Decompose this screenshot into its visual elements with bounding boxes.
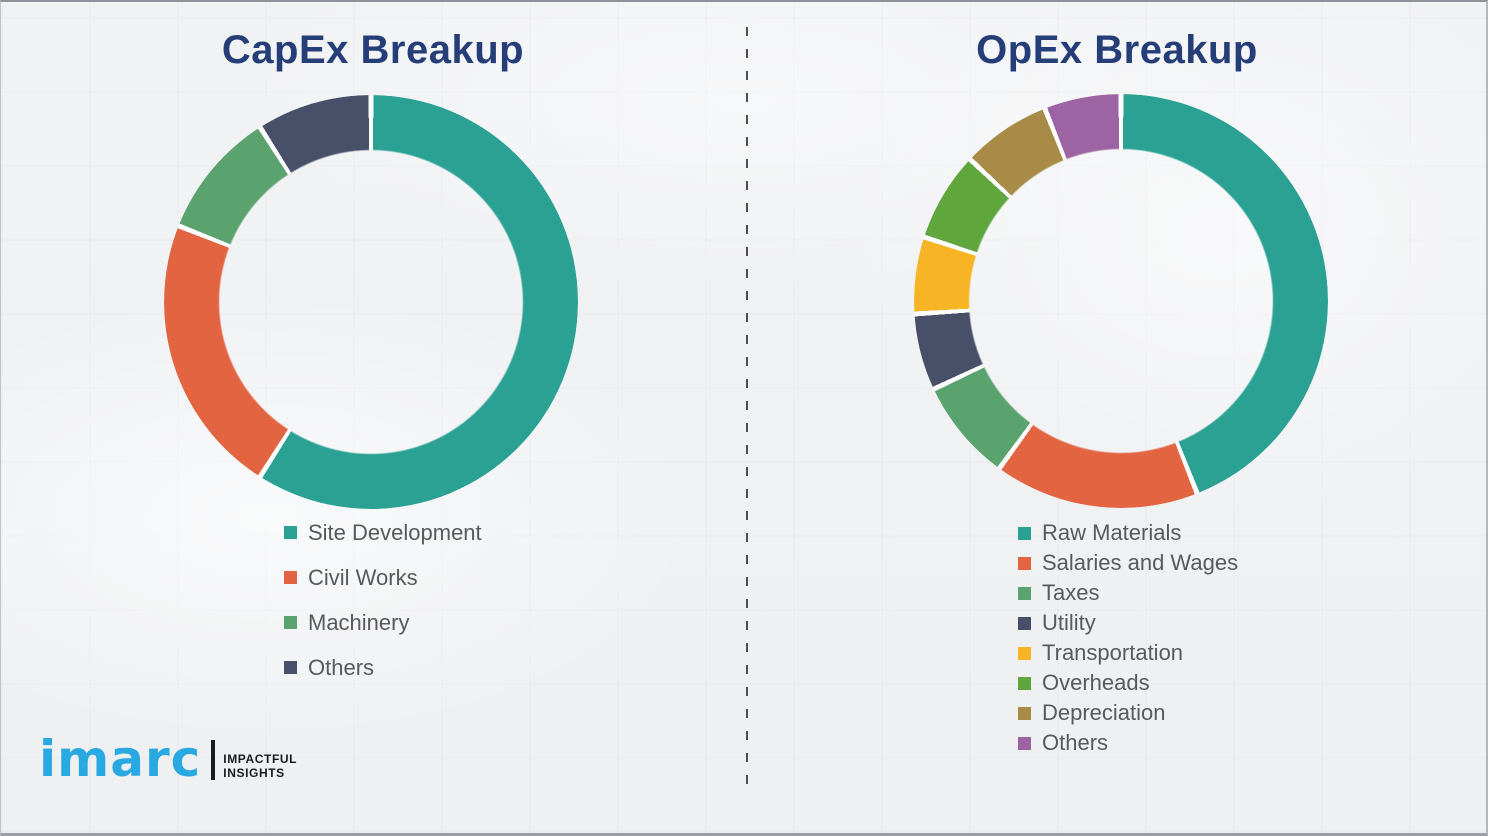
legend-item-utility: Utility <box>1018 608 1238 638</box>
legend-item-machinery: Machinery <box>284 600 482 645</box>
legend-swatch-transportation <box>1018 646 1031 660</box>
legend-item-depreciation: Depreciation <box>1018 698 1238 728</box>
legend-item-civil-works: Civil Works <box>284 555 482 600</box>
legend-item-salaries-and-wages: Salaries and Wages <box>1018 548 1238 578</box>
legend-swatch-depreciation <box>1018 706 1031 720</box>
logo-divider-bar <box>211 740 216 780</box>
legend-label-site-development: Site Development <box>308 519 482 545</box>
legend-item-taxes: Taxes <box>1018 578 1238 608</box>
capex-title: CapEx Breakup <box>221 28 525 72</box>
legend-item-others: Others <box>1018 728 1238 758</box>
opex-donut-chart <box>914 94 1328 508</box>
capex-legend: Site Development Civil Works Machinery Othe… <box>284 510 482 690</box>
legend-label-civil-works: Civil Works <box>308 564 418 590</box>
legend-swatch-civil-works <box>284 571 297 584</box>
legend-item-overheads: Overheads <box>1018 668 1238 698</box>
legend-label-utility: Utility <box>1042 610 1096 635</box>
legend-label-depreciation: Depreciation <box>1042 700 1166 725</box>
legend-swatch-site-development <box>284 526 297 539</box>
legend-label-raw-materials: Raw Materials <box>1042 520 1182 545</box>
legend-item-raw-materials: Raw Materials <box>1018 518 1238 548</box>
legend-swatch-others <box>1018 736 1031 750</box>
legend-label-transportation: Transportation <box>1042 640 1184 665</box>
imarc-wordmark: imarc <box>39 730 202 788</box>
capex-donut-chart <box>164 95 578 509</box>
tagline-line-2: INSIGHTS <box>223 766 285 780</box>
legend-label-overheads: Overheads <box>1042 670 1150 695</box>
legend-swatch-overheads <box>1018 676 1031 690</box>
legend-swatch-others <box>284 661 297 674</box>
legend-swatch-salaries-and-wages <box>1018 556 1031 570</box>
legend-label-machinery: Machinery <box>308 609 410 635</box>
legend-swatch-utility <box>1018 616 1031 630</box>
legend-label-others: Others <box>1042 730 1109 755</box>
imarc-logo: imarc IMPACTFUL INSIGHTS <box>39 730 297 788</box>
opex-legend: Raw Materials Salaries and Wages Taxes Util… <box>1018 518 1238 758</box>
legend-swatch-taxes <box>1018 586 1031 600</box>
legend-item-transportation: Transportation <box>1018 638 1238 668</box>
imarc-tagline: IMPACTFUL INSIGHTS <box>223 752 297 782</box>
legend-label-taxes: Taxes <box>1042 580 1100 605</box>
legend-item-site-development: Site Development <box>284 510 482 555</box>
legend-item-others: Others <box>284 645 482 690</box>
tagline-line-1: IMPACTFUL <box>223 752 298 766</box>
legend-label-salaries-and-wages: Salaries and Wages <box>1042 550 1239 575</box>
legend-label-others: Others <box>308 654 375 680</box>
legend-swatch-raw-materials <box>1018 526 1031 540</box>
section-divider-dashed-line <box>746 27 748 792</box>
legend-swatch-machinery <box>284 616 297 629</box>
opex-title: OpEx Breakup <box>976 28 1258 72</box>
